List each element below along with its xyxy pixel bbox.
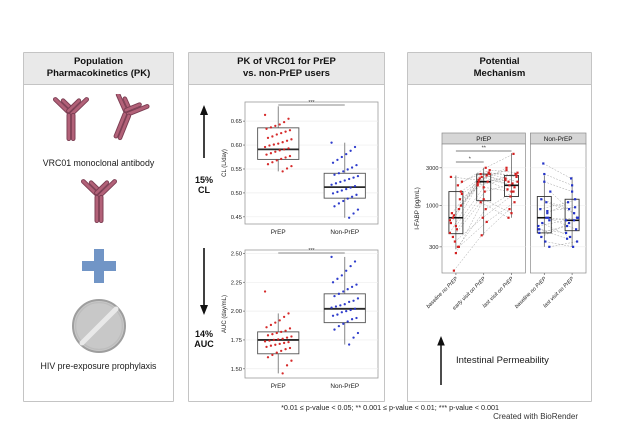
antibody-icon: [80, 178, 117, 223]
svg-text:AUC (day/mL): AUC (day/mL): [222, 295, 228, 333]
svg-text:last visit on PrEP: last visit on PrEP: [482, 276, 515, 309]
svg-text:2.50: 2.50: [231, 251, 242, 257]
svg-text:0.60: 0.60: [231, 143, 242, 149]
svg-text:Non-PrEP: Non-PrEP: [544, 136, 573, 143]
svg-text:PrEP: PrEP: [271, 229, 286, 236]
antibody-icon: [113, 93, 150, 140]
mechanism-annotation: Intestinal Permeability: [434, 335, 549, 387]
cl-metric-label: CL: [197, 185, 210, 196]
svg-text:1.50: 1.50: [231, 366, 242, 372]
svg-text:PrEP: PrEP: [476, 136, 491, 143]
svg-text:**: **: [482, 145, 487, 151]
svg-text:PrEP: PrEP: [271, 383, 286, 390]
up-arrow-icon: [200, 104, 208, 158]
antibody-label: VRC01 monoclonal antibody: [42, 157, 155, 168]
svg-text:***: ***: [308, 248, 315, 254]
svg-text:Non-PrEP: Non-PrEP: [330, 229, 359, 236]
panel-mid-title-line2: vs. non-PrEP users: [243, 68, 330, 80]
panel-potential-mechanism: Potential Mechanism I-FABP (pg/mL) 300 100…: [407, 52, 592, 402]
panel-population-pk: Population Pharmacokinetics (PK) VRC01 m…: [23, 52, 174, 402]
panel-pk-comparison: PK of VRC01 for PrEP vs. non-PrEP users …: [188, 52, 385, 402]
svg-text:0.55: 0.55: [231, 167, 242, 173]
plus-icon: [81, 248, 116, 283]
auc-boxplot-chart: 1.50 1.75 2.00 2.25 2.50 AUC (day/mL) PrEP Non-…: [219, 239, 383, 396]
cl-percent-label: 15%: [194, 174, 213, 185]
svg-text:0.50: 0.50: [231, 191, 242, 197]
panel-left-title: Population Pharmacokinetics (PK): [24, 53, 173, 85]
antibody-icon: [52, 96, 89, 141]
up-arrow-icon: [437, 335, 445, 385]
panel-right-title: Potential Mechanism: [408, 53, 591, 85]
pill-icon: [71, 298, 126, 353]
svg-text:3000: 3000: [426, 165, 438, 171]
cl-boxplot-chart: 0.45 0.50 0.55 0.60 0.65 CL (L/day) PrEP Non-Pr…: [219, 91, 383, 242]
auc-metric-label: AUC: [194, 339, 214, 350]
svg-text:Non-PrEP: Non-PrEP: [330, 383, 359, 390]
pvalue-footnote: *0.01 ≤ p-value < 0.05; ** 0.001 ≤ p-val…: [281, 403, 499, 412]
antibody-pair-icons: [24, 93, 173, 155]
svg-text:CL (L/day): CL (L/day): [222, 149, 228, 177]
auc-percent-label: 14%: [194, 328, 213, 339]
panel-right-title-line2: Mechanism: [473, 68, 526, 80]
pill-icon-row: [24, 295, 173, 357]
auc-annotation: 14% AUC: [189, 239, 219, 396]
svg-text:2.25: 2.25: [231, 280, 242, 286]
down-arrow-icon: [200, 247, 208, 315]
svg-text:1000: 1000: [426, 203, 438, 209]
svg-text:I-FABP (pg/mL): I-FABP (pg/mL): [414, 187, 421, 230]
cl-annotation: 15% CL: [189, 91, 219, 242]
svg-text:***: ***: [308, 100, 315, 106]
svg-text:0.65: 0.65: [231, 119, 242, 125]
panel-left-title-line1: Population: [73, 56, 124, 67]
svg-text:last visit no PrEP: last visit no PrEP: [542, 276, 575, 309]
svg-text:0.45: 0.45: [231, 215, 242, 221]
svg-text:1.75: 1.75: [231, 338, 242, 344]
mechanism-label: Intestinal Permeability: [456, 355, 549, 367]
pill-label: HIV pre-exposure prophylaxis: [40, 360, 157, 371]
antibody-single-icon-row: [24, 175, 173, 237]
panel-mid-title: PK of VRC01 for PrEP vs. non-PrEP users: [189, 53, 384, 85]
biorender-credit: Created with BioRender: [493, 412, 578, 421]
svg-text:*: *: [469, 156, 472, 162]
panel-left-title-line2: Pharmacokinetics (PK): [46, 68, 151, 80]
panel-right-title-line1: Potential: [479, 56, 520, 67]
plus-icon-row: [24, 243, 173, 289]
svg-text:2.00: 2.00: [231, 309, 242, 315]
panel-mid-title-line1: PK of VRC01 for PrEP: [237, 56, 336, 67]
svg-text:300: 300: [429, 245, 438, 251]
ifabp-faceted-chart: I-FABP (pg/mL) 300 1000 3000 PrEP ** * baseline…: [412, 131, 589, 336]
